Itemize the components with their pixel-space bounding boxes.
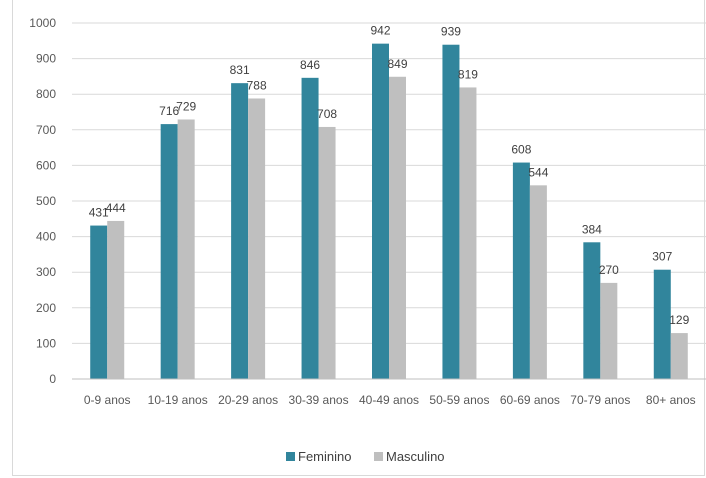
y-tick-label: 700 bbox=[36, 123, 56, 137]
bar-feminino bbox=[301, 77, 319, 379]
data-label-feminino: 431 bbox=[89, 206, 109, 220]
data-label-masculino: 819 bbox=[458, 67, 478, 81]
bar-feminino bbox=[583, 242, 601, 379]
data-label-feminino: 608 bbox=[511, 143, 531, 157]
x-tick-label: 60-69 anos bbox=[500, 393, 560, 407]
bars bbox=[90, 43, 688, 380]
y-tick-label: 400 bbox=[36, 230, 56, 244]
bar-masculino bbox=[248, 98, 266, 380]
y-tick-label: 0 bbox=[49, 372, 56, 386]
bar-feminino bbox=[90, 225, 108, 379]
y-tick-label: 200 bbox=[36, 301, 56, 315]
x-tick-label: 20-29 anos bbox=[218, 393, 278, 407]
bar-masculino bbox=[389, 76, 406, 380]
y-tick-label: 100 bbox=[36, 336, 56, 350]
x-tick-label: 30-39 anos bbox=[289, 393, 349, 407]
legend-label-feminino: Feminino bbox=[298, 449, 351, 464]
legend: Feminino Masculino bbox=[286, 449, 445, 464]
bar-feminino bbox=[512, 162, 530, 379]
data-label-masculino: 729 bbox=[176, 99, 196, 113]
data-label-feminino: 939 bbox=[441, 25, 461, 39]
x-tick-label: 80+ anos bbox=[646, 393, 696, 407]
data-label-masculino: 849 bbox=[387, 57, 407, 71]
data-label-feminino: 831 bbox=[230, 63, 250, 77]
bar-feminino bbox=[160, 124, 178, 379]
y-tick-label: 500 bbox=[36, 194, 56, 208]
legend-swatch-feminino bbox=[286, 452, 295, 461]
data-label-masculino: 270 bbox=[599, 263, 619, 277]
y-tick-label: 600 bbox=[36, 158, 56, 172]
bar-masculino bbox=[529, 185, 547, 379]
y-tick-label: 1000 bbox=[29, 16, 56, 30]
legend-swatch-masculino bbox=[374, 452, 383, 461]
data-label-masculino: 129 bbox=[669, 313, 689, 327]
y-tick-label: 300 bbox=[36, 265, 56, 279]
data-label-feminino: 846 bbox=[300, 58, 320, 72]
chart-frame bbox=[12, 0, 705, 476]
data-label-feminino: 716 bbox=[159, 104, 179, 118]
x-axis-ticks: 0-9 anos 10-19 anos 20-29 anos 30-39 anos 40… bbox=[84, 393, 696, 407]
data-label-feminino: 307 bbox=[652, 250, 672, 264]
bar-feminino bbox=[442, 44, 460, 379]
data-label-masculino: 544 bbox=[528, 165, 548, 179]
bar-masculino bbox=[107, 220, 125, 379]
bar-feminino bbox=[372, 43, 389, 379]
data-label-masculino: 708 bbox=[317, 107, 337, 121]
x-tick-label: 0-9 anos bbox=[84, 393, 131, 407]
data-label-feminino: 384 bbox=[582, 222, 602, 236]
y-tick-label: 900 bbox=[36, 52, 56, 66]
y-axis-ticks: 0 100 200 300 400 500 600 700 800 900 1000 bbox=[29, 16, 56, 386]
bar-masculino bbox=[600, 282, 618, 379]
bar-masculino bbox=[459, 87, 477, 379]
x-tick-label: 70-79 anos bbox=[570, 393, 630, 407]
bar-feminino bbox=[231, 83, 249, 379]
bar-masculino bbox=[670, 333, 688, 379]
bar-masculino bbox=[177, 119, 195, 379]
data-label-feminino: 942 bbox=[370, 24, 390, 38]
x-tick-label: 50-59 anos bbox=[429, 393, 489, 407]
bar-masculino bbox=[318, 126, 336, 380]
data-label-masculino: 444 bbox=[106, 201, 126, 215]
bar-feminino bbox=[653, 269, 671, 379]
x-tick-label: 40-49 anos bbox=[359, 393, 419, 407]
x-tick-label: 10-19 anos bbox=[148, 393, 208, 407]
data-label-masculino: 788 bbox=[247, 78, 267, 92]
y-tick-label: 800 bbox=[36, 87, 56, 101]
legend-label-masculino: Masculino bbox=[386, 449, 445, 464]
